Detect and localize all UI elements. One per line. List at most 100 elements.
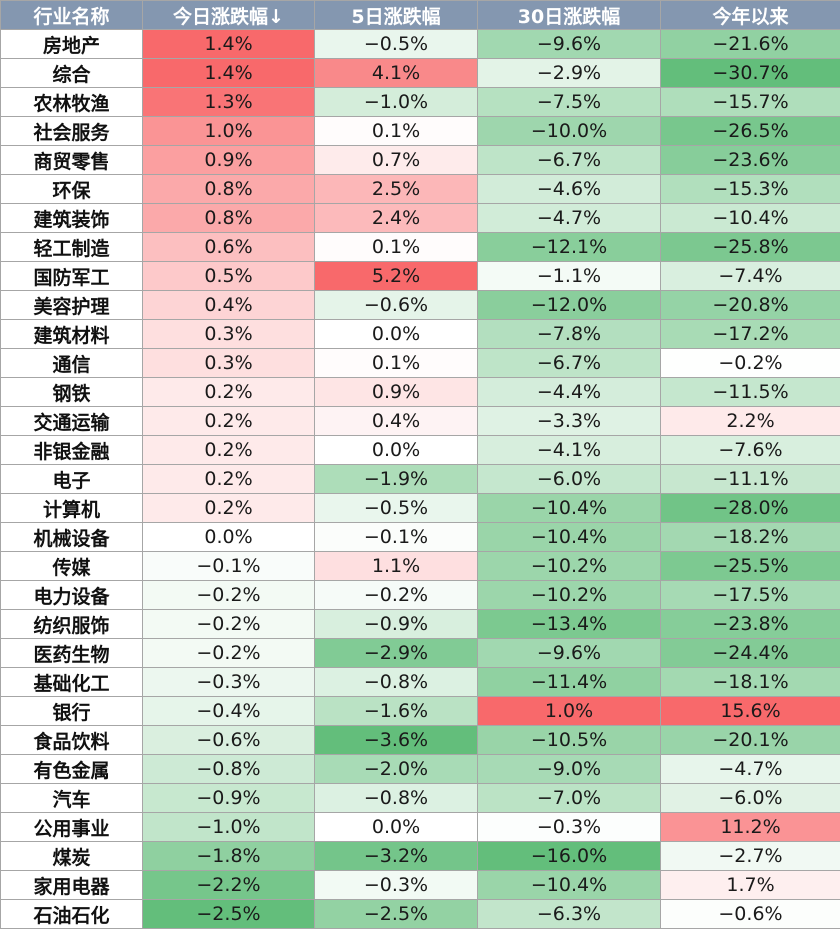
industry-name-cell: 机械设备 (0, 522, 143, 552)
table-row: 房地产 1.4% −0.5% −9.6% −21.6% (0, 29, 840, 59)
table-row: 农林牧渔 1.3% −1.0% −7.5% −15.7% (0, 87, 840, 117)
table-row: 食品饮料 −0.6% −3.6% −10.5% −20.1% (0, 725, 840, 755)
5day-change-cell: −0.8% (314, 667, 478, 697)
table-row: 基础化工 −0.3% −0.8% −11.4% −18.1% (0, 667, 840, 697)
ytd-change-cell: −26.5% (660, 116, 840, 146)
5day-change-cell: −1.6% (314, 696, 478, 726)
ytd-change-cell: −6.0% (660, 783, 840, 813)
table-row: 轻工制造 0.6% 0.1% −12.1% −25.8% (0, 232, 840, 262)
5day-change-cell: 0.1% (314, 116, 478, 146)
ytd-change-cell: −25.8% (660, 232, 840, 262)
today-change-cell: −0.8% (142, 754, 315, 784)
5day-change-cell: −1.9% (314, 464, 478, 494)
today-change-cell: −0.9% (142, 783, 315, 813)
today-change-cell: −0.6% (142, 725, 315, 755)
table-row: 煤炭 −1.8% −3.2% −16.0% −2.7% (0, 841, 840, 871)
5day-change-cell: −2.0% (314, 754, 478, 784)
industry-name-cell: 计算机 (0, 493, 143, 523)
industry-name-cell: 公用事业 (0, 812, 143, 842)
ytd-change-cell: −10.4% (660, 203, 840, 233)
header-30day-change[interactable]: 30日涨跌幅 (477, 0, 661, 30)
table-row: 建筑装饰 0.8% 2.4% −4.7% −10.4% (0, 203, 840, 233)
industry-name-cell: 纺织服饰 (0, 609, 143, 639)
today-change-cell: 0.2% (142, 464, 315, 494)
5day-change-cell: 2.5% (314, 174, 478, 204)
30day-change-cell: −4.7% (477, 203, 661, 233)
table-row: 公用事业 −1.0% 0.0% −0.3% 11.2% (0, 812, 840, 842)
ytd-change-cell: −11.5% (660, 377, 840, 407)
5day-change-cell: 5.2% (314, 261, 478, 291)
today-change-cell: 1.0% (142, 116, 315, 146)
header-5day-change[interactable]: 5日涨跌幅 (314, 0, 478, 30)
table-row: 电力设备 −0.2% −0.2% −10.2% −17.5% (0, 580, 840, 610)
30day-change-cell: −0.3% (477, 812, 661, 842)
ytd-change-cell: 15.6% (660, 696, 840, 726)
ytd-change-cell: −30.7% (660, 58, 840, 88)
industry-name-cell: 电子 (0, 464, 143, 494)
5day-change-cell: −3.6% (314, 725, 478, 755)
table-body: 房地产 1.4% −0.5% −9.6% −21.6% 综合 1.4% 4.1% −2.9% −3… (0, 29, 840, 929)
industry-name-cell: 银行 (0, 696, 143, 726)
30day-change-cell: −10.4% (477, 870, 661, 900)
table-row: 传媒 −0.1% 1.1% −10.2% −25.5% (0, 551, 840, 581)
30day-change-cell: −9.6% (477, 638, 661, 668)
30day-change-cell: −11.4% (477, 667, 661, 697)
table-row: 交通运输 0.2% 0.4% −3.3% 2.2% (0, 406, 840, 436)
table-row: 有色金属 −0.8% −2.0% −9.0% −4.7% (0, 754, 840, 784)
ytd-change-cell: −4.7% (660, 754, 840, 784)
today-change-cell: −0.1% (142, 551, 315, 581)
industry-name-cell: 美容护理 (0, 290, 143, 320)
industry-name-cell: 国防军工 (0, 261, 143, 291)
table-row: 家用电器 −2.2% −0.3% −10.4% 1.7% (0, 870, 840, 900)
today-change-cell: 0.2% (142, 493, 315, 523)
ytd-change-cell: −7.4% (660, 261, 840, 291)
5day-change-cell: 0.0% (314, 435, 478, 465)
30day-change-cell: −10.2% (477, 551, 661, 581)
5day-change-cell: −2.5% (314, 899, 478, 929)
30day-change-cell: −9.0% (477, 754, 661, 784)
5day-change-cell: 0.9% (314, 377, 478, 407)
table-row: 美容护理 0.4% −0.6% −12.0% −20.8% (0, 290, 840, 320)
today-change-cell: −0.2% (142, 609, 315, 639)
header-today-change[interactable]: 今日涨跌幅↓ (142, 0, 315, 30)
30day-change-cell: −4.6% (477, 174, 661, 204)
5day-change-cell: −0.9% (314, 609, 478, 639)
industry-name-cell: 社会服务 (0, 116, 143, 146)
30day-change-cell: −3.3% (477, 406, 661, 436)
industry-name-cell: 医药生物 (0, 638, 143, 668)
header-industry-name[interactable]: 行业名称 (0, 0, 143, 30)
today-change-cell: 0.6% (142, 232, 315, 262)
today-change-cell: −1.0% (142, 812, 315, 842)
5day-change-cell: −0.1% (314, 522, 478, 552)
5day-change-cell: −2.9% (314, 638, 478, 668)
ytd-change-cell: −18.1% (660, 667, 840, 697)
5day-change-cell: 0.1% (314, 348, 478, 378)
industry-name-cell: 商贸零售 (0, 145, 143, 175)
today-change-cell: −1.8% (142, 841, 315, 871)
today-change-cell: 1.3% (142, 87, 315, 117)
ytd-change-cell: −20.1% (660, 725, 840, 755)
30day-change-cell: −1.1% (477, 261, 661, 291)
ytd-change-cell: −28.0% (660, 493, 840, 523)
today-change-cell: 0.4% (142, 290, 315, 320)
today-change-cell: 1.4% (142, 58, 315, 88)
industry-name-cell: 建筑材料 (0, 319, 143, 349)
today-change-cell: 0.2% (142, 435, 315, 465)
header-ytd-change[interactable]: 今年以来 (660, 0, 840, 30)
ytd-change-cell: −17.5% (660, 580, 840, 610)
today-change-cell: 0.3% (142, 348, 315, 378)
ytd-change-cell: −20.8% (660, 290, 840, 320)
30day-change-cell: −10.2% (477, 580, 661, 610)
5day-change-cell: 1.1% (314, 551, 478, 581)
industry-name-cell: 农林牧渔 (0, 87, 143, 117)
today-change-cell: −0.2% (142, 580, 315, 610)
today-change-cell: 0.8% (142, 174, 315, 204)
industry-name-cell: 汽车 (0, 783, 143, 813)
table-row: 非银金融 0.2% 0.0% −4.1% −7.6% (0, 435, 840, 465)
30day-change-cell: −7.5% (477, 87, 661, 117)
today-change-cell: 0.5% (142, 261, 315, 291)
ytd-change-cell: −7.6% (660, 435, 840, 465)
today-change-cell: −0.2% (142, 638, 315, 668)
table-row: 社会服务 1.0% 0.1% −10.0% −26.5% (0, 116, 840, 146)
ytd-change-cell: −2.7% (660, 841, 840, 871)
